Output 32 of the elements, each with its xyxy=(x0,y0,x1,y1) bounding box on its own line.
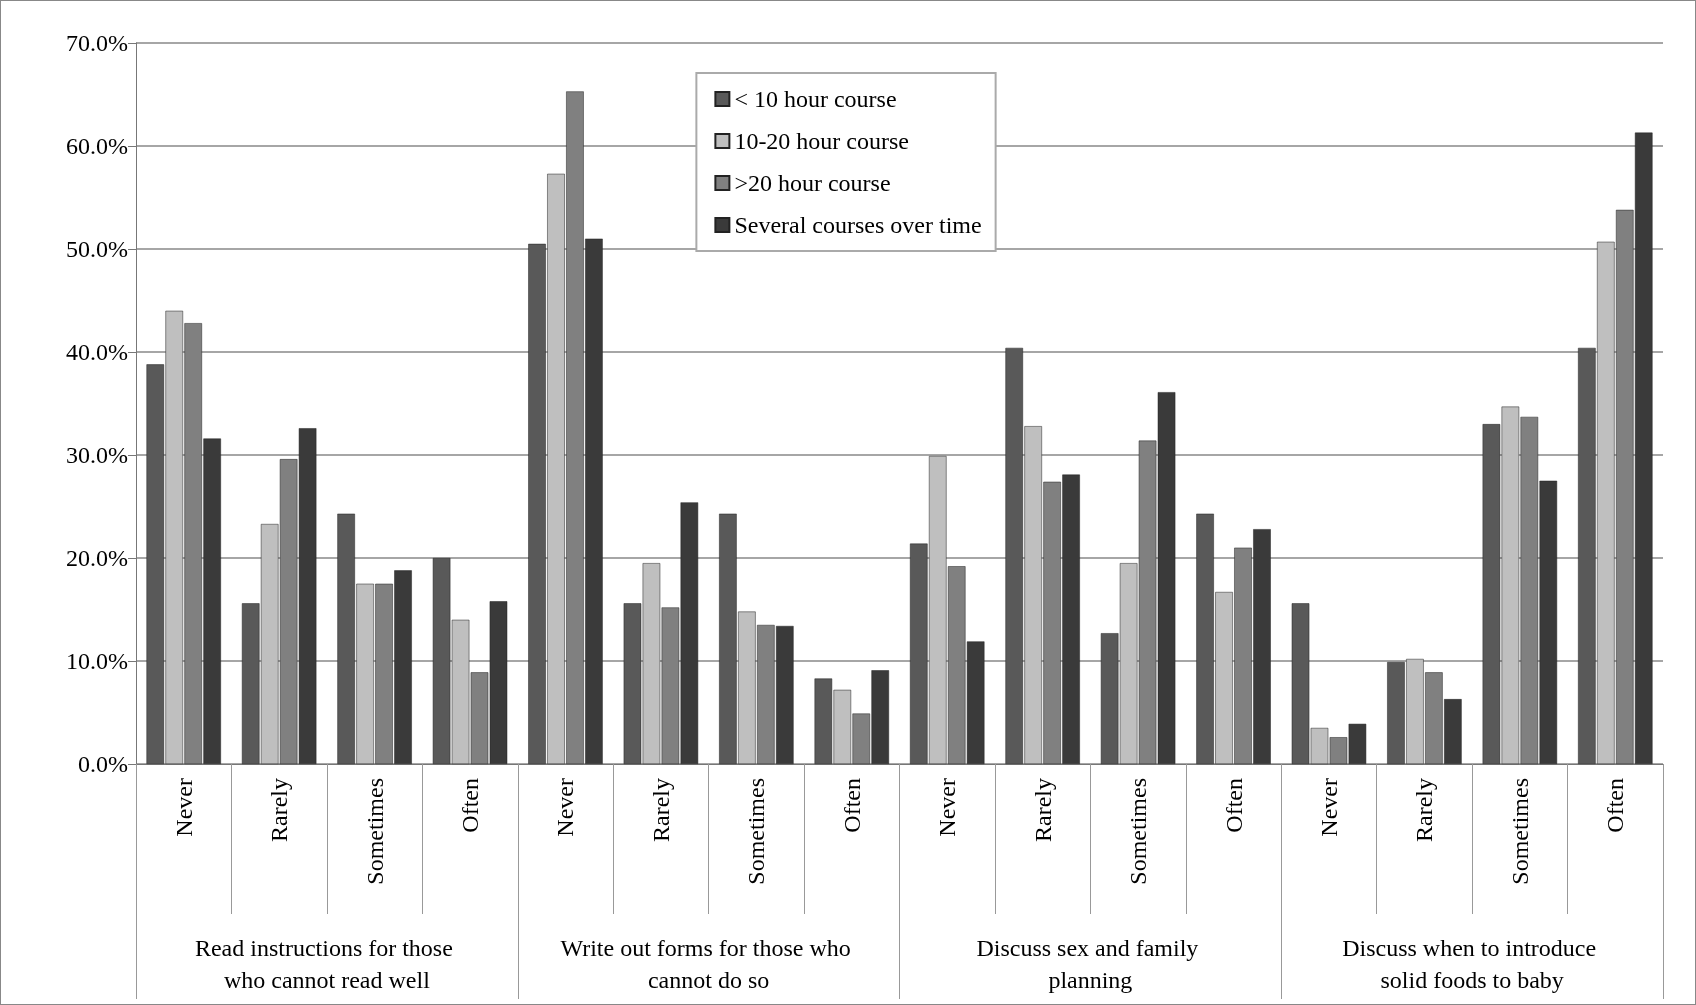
x-tick-label: Never xyxy=(552,778,579,837)
x-tick-label: Never xyxy=(934,778,961,837)
y-tick-label: 70.0% xyxy=(66,30,128,56)
text: Discuss when to introduce solid foods to baby xyxy=(1342,935,1603,993)
text: Write out forms for those who cannot do so xyxy=(560,935,857,993)
y-tick-label: 60.0% xyxy=(66,133,128,159)
y-tick-label: 10.0% xyxy=(66,648,128,674)
x-tick-label: Never xyxy=(1315,778,1342,837)
x-tick-label: Rarely xyxy=(647,778,674,842)
legend-label: 10-20 hour course xyxy=(734,128,909,154)
x-tick-label: Rarely xyxy=(1411,778,1438,842)
y-tick-label: 50.0% xyxy=(66,236,128,262)
text: Read instructions for those who cannot read well xyxy=(194,935,459,993)
x-tick-label: Often xyxy=(838,778,865,833)
x-tick-label: Sometimes xyxy=(1125,778,1152,885)
y-tick-label: 0.0% xyxy=(78,751,128,777)
x-tick-label: Rarely xyxy=(266,778,293,842)
legend-label: Several courses over time xyxy=(734,212,982,238)
legend-label: < 10 hour course xyxy=(734,86,897,112)
x-tick-label: Sometimes xyxy=(1506,778,1533,885)
x-tick-label: Sometimes xyxy=(743,778,770,885)
y-tick-label: 20.0% xyxy=(66,545,128,571)
x-tick-label: Often xyxy=(1220,778,1247,833)
y-tick-label: 30.0% xyxy=(66,442,128,468)
x-tick-label: Never xyxy=(170,778,197,837)
text: Discuss sex and family planning xyxy=(976,935,1205,993)
x-tick-label: Sometimes xyxy=(361,778,388,885)
y-tick-label: 40.0% xyxy=(66,339,128,365)
x-tick-label: Often xyxy=(1602,778,1629,833)
x-tick-label: Rarely xyxy=(1029,778,1056,842)
x-tick-label: Often xyxy=(457,778,484,833)
legend-label: >20 hour course xyxy=(734,170,891,196)
